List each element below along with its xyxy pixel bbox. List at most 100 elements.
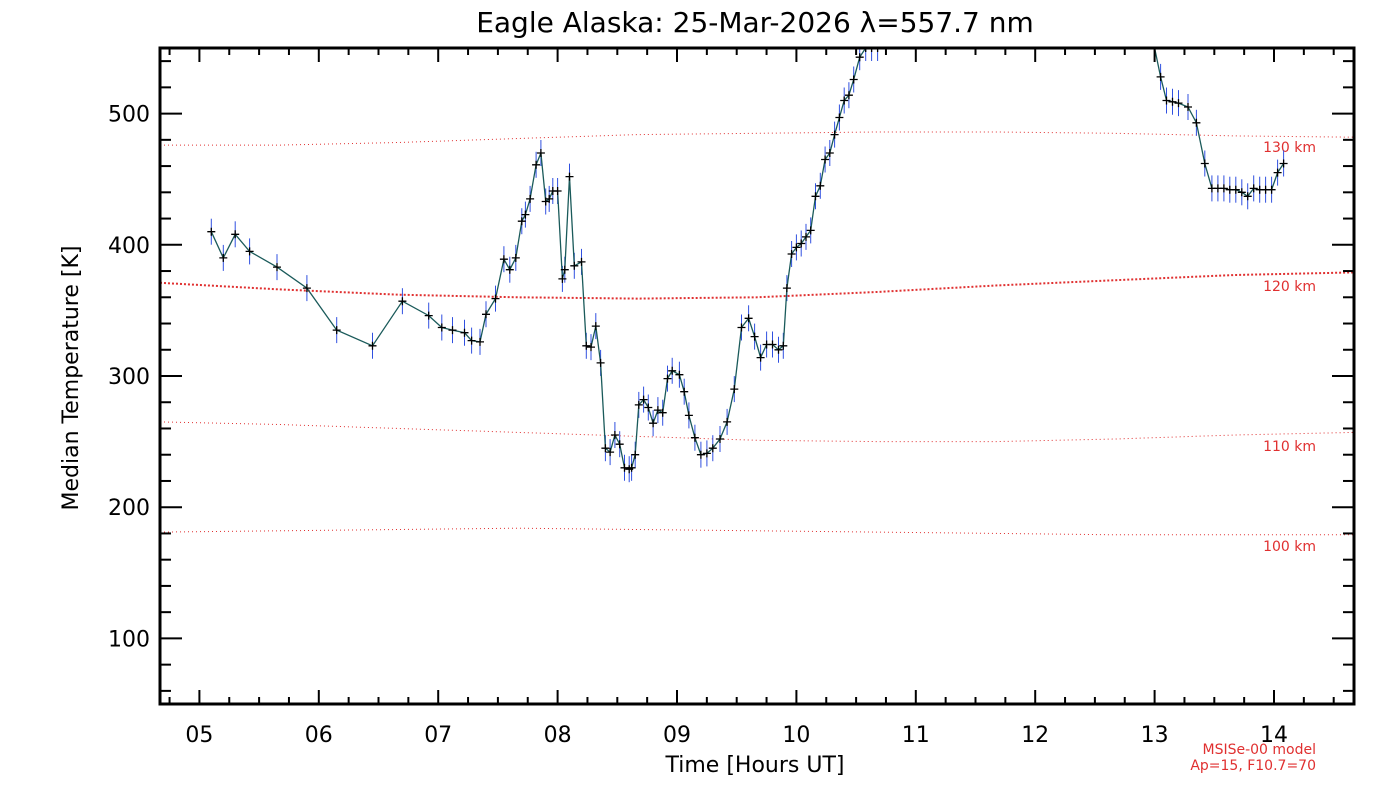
data-point	[668, 366, 677, 375]
data-point	[806, 226, 815, 235]
x-tick-label: 07	[424, 723, 452, 748]
data-point	[1168, 97, 1177, 106]
axis-ticks: 05 06 07 08 09 10 11 12 13 14 100 200 300 400 500	[108, 48, 1354, 748]
data-point	[1279, 159, 1288, 168]
data-point	[577, 257, 586, 266]
data-point	[606, 448, 615, 457]
x-tick-label: 08	[544, 723, 572, 748]
data-point	[332, 326, 341, 335]
data-point	[1200, 159, 1209, 168]
data-point	[861, 48, 870, 52]
data-point	[368, 341, 377, 350]
reference-line-100-km	[159, 527, 1354, 536]
data-point	[684, 411, 693, 420]
data-point	[591, 322, 600, 331]
data-point	[811, 192, 820, 201]
data-point	[553, 187, 562, 195]
y-tick-label: 500	[108, 103, 150, 128]
data-point	[802, 232, 810, 241]
data-point	[821, 155, 830, 164]
data-point	[437, 323, 446, 332]
data-point	[730, 385, 739, 394]
x-tick-label: 11	[902, 723, 930, 748]
data-point	[768, 340, 777, 349]
data-point	[680, 387, 689, 396]
data-point	[756, 353, 765, 362]
reference-label: 110 km	[1263, 439, 1316, 455]
data-point	[560, 265, 569, 274]
data-point	[424, 311, 433, 320]
data-point	[639, 395, 648, 404]
data-point	[570, 261, 579, 270]
plot-frame	[158, 46, 1356, 706]
data-point	[653, 406, 662, 415]
data-point	[675, 370, 684, 379]
data-point	[273, 263, 281, 272]
model-params-note: Ap=15, F10.7=70	[1190, 758, 1316, 774]
data-point	[558, 274, 567, 283]
reference-lines: 130 km 120 km 110 km 100 km	[159, 131, 1355, 555]
data-point	[231, 230, 240, 239]
data-point	[615, 440, 624, 449]
data-point	[849, 75, 858, 84]
x-axis-label: Time [Hours UT]	[665, 753, 845, 778]
data-point	[644, 403, 653, 412]
data-point	[620, 463, 629, 472]
data-point	[511, 253, 520, 262]
y-tick-label: 100	[108, 627, 150, 652]
data-point	[855, 53, 864, 62]
data-point	[596, 358, 605, 367]
reference-label: 120 km	[1263, 279, 1316, 295]
reference-line-120-km	[159, 271, 1355, 300]
y-tick-label: 200	[108, 496, 150, 521]
data-point	[830, 130, 839, 139]
data-point	[521, 210, 530, 219]
data-point	[398, 297, 407, 306]
x-tick-label: 14	[1260, 723, 1288, 748]
data-point	[545, 194, 554, 203]
reference-line-110-km	[159, 421, 1355, 443]
series-1	[207, 48, 882, 483]
data-point	[867, 48, 876, 52]
x-tick-label: 06	[305, 723, 333, 748]
data-point	[476, 337, 484, 346]
data-point	[649, 419, 658, 428]
data-point	[491, 294, 500, 303]
data-point	[219, 253, 228, 262]
data-point	[737, 323, 746, 332]
data-point	[587, 343, 595, 352]
data-point	[460, 328, 469, 337]
data-point	[787, 250, 796, 258]
data-point	[482, 310, 490, 319]
data-point	[1237, 188, 1246, 197]
data-point	[774, 345, 783, 354]
data-point	[517, 217, 526, 226]
data-point	[1184, 103, 1192, 111]
reference-label: 130 km	[1263, 140, 1316, 156]
data-point	[448, 326, 457, 335]
reference-label: 100 km	[1263, 539, 1316, 555]
chart-title: Eagle Alaska: 25-Mar-2026 λ=557.7 nm	[476, 6, 1034, 39]
y-tick-label: 400	[108, 234, 150, 259]
data-point	[844, 91, 853, 100]
data-series	[207, 48, 1288, 483]
data-point	[627, 463, 636, 472]
data-point	[634, 400, 643, 409]
data-point	[702, 449, 711, 458]
data-point	[1174, 99, 1183, 108]
data-point	[467, 336, 476, 345]
data-point	[840, 96, 849, 105]
data-point	[1249, 184, 1258, 193]
data-point	[708, 444, 717, 453]
data-point	[207, 227, 216, 236]
y-axis-label: Median Temperature [K]	[59, 246, 84, 511]
reference-line-130-km	[160, 131, 1355, 146]
x-tick-label: 10	[782, 723, 810, 748]
data-point	[716, 435, 724, 443]
data-point	[873, 48, 882, 52]
model-note: MSISe-00 model	[1202, 742, 1316, 758]
data-point	[610, 431, 619, 439]
data-point	[505, 265, 514, 274]
data-point	[744, 314, 753, 323]
